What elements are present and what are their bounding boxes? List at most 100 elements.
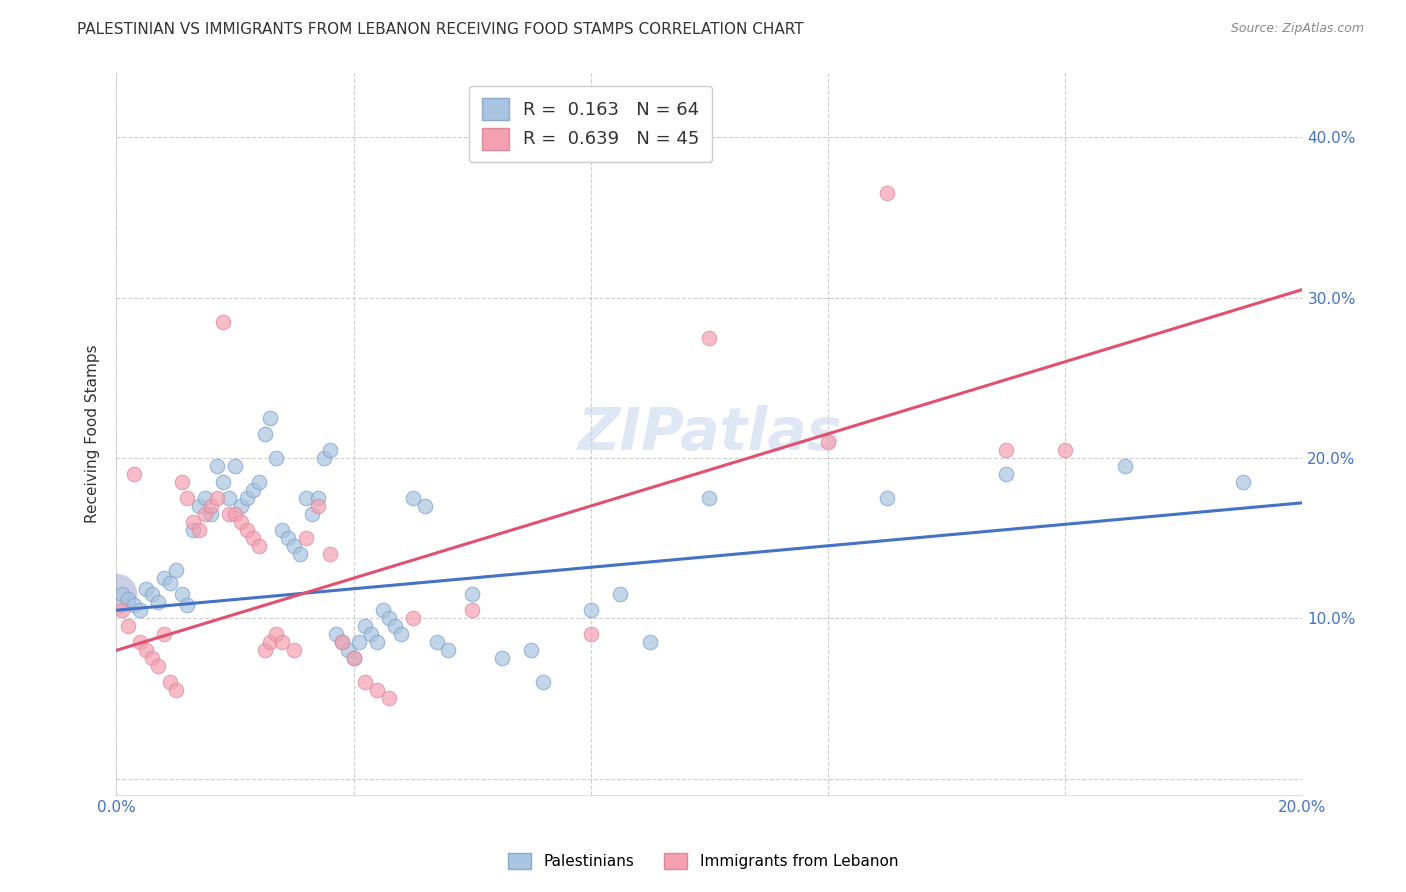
- Point: [384, 619, 406, 633]
- Point: [122, 599, 145, 613]
- Point: [295, 491, 318, 505]
- Point: [141, 587, 163, 601]
- Point: [259, 635, 281, 649]
- Point: [325, 627, 347, 641]
- Point: [378, 611, 401, 625]
- Point: [271, 635, 294, 649]
- Point: [425, 635, 447, 649]
- Point: [579, 603, 602, 617]
- Point: [295, 531, 318, 545]
- Y-axis label: Receiving Food Stamps: Receiving Food Stamps: [86, 344, 100, 523]
- Point: [491, 651, 513, 665]
- Point: [224, 458, 246, 473]
- Point: [159, 576, 181, 591]
- Point: [699, 330, 721, 344]
- Point: [373, 603, 395, 617]
- Point: [176, 599, 198, 613]
- Point: [122, 467, 145, 481]
- Point: [638, 635, 661, 649]
- Point: [194, 507, 217, 521]
- Point: [876, 186, 898, 201]
- Text: PALESTINIAN VS IMMIGRANTS FROM LEBANON RECEIVING FOOD STAMPS CORRELATION CHART: PALESTINIAN VS IMMIGRANTS FROM LEBANON R…: [77, 22, 804, 37]
- Point: [242, 483, 264, 497]
- Point: [218, 491, 240, 505]
- Point: [531, 675, 554, 690]
- Point: [283, 539, 305, 553]
- Legend: R =  0.163   N = 64, R =  0.639   N = 45: R = 0.163 N = 64, R = 0.639 N = 45: [470, 86, 713, 162]
- Point: [817, 434, 839, 449]
- Text: Source: ZipAtlas.com: Source: ZipAtlas.com: [1230, 22, 1364, 36]
- Point: [360, 627, 382, 641]
- Point: [354, 619, 377, 633]
- Point: [229, 499, 252, 513]
- Point: [200, 499, 222, 513]
- Point: [218, 507, 240, 521]
- Point: [402, 491, 425, 505]
- Point: [129, 603, 152, 617]
- Point: [183, 515, 205, 529]
- Point: [413, 499, 436, 513]
- Point: [205, 458, 228, 473]
- Point: [188, 523, 211, 537]
- Point: [330, 635, 353, 649]
- Point: [176, 491, 198, 505]
- Point: [1054, 442, 1077, 457]
- Point: [229, 515, 252, 529]
- Point: [461, 603, 484, 617]
- Point: [247, 539, 270, 553]
- Point: [183, 523, 205, 537]
- Point: [699, 491, 721, 505]
- Point: [609, 587, 631, 601]
- Point: [135, 643, 157, 657]
- Point: [389, 627, 412, 641]
- Point: [146, 595, 169, 609]
- Point: [224, 507, 246, 521]
- Point: [354, 675, 377, 690]
- Point: [170, 475, 193, 489]
- Point: [461, 587, 484, 601]
- Point: [307, 499, 329, 513]
- Legend: Palestinians, Immigrants from Lebanon: Palestinians, Immigrants from Lebanon: [502, 847, 904, 875]
- Point: [152, 571, 174, 585]
- Point: [288, 547, 311, 561]
- Point: [159, 675, 181, 690]
- Point: [259, 410, 281, 425]
- Point: [135, 582, 157, 597]
- Point: [165, 683, 187, 698]
- Point: [253, 643, 276, 657]
- Point: [170, 587, 193, 601]
- Point: [194, 491, 217, 505]
- Point: [188, 499, 211, 513]
- Point: [994, 467, 1017, 481]
- Text: ZIPatlas: ZIPatlas: [576, 405, 842, 462]
- Point: [146, 659, 169, 673]
- Point: [283, 643, 305, 657]
- Point: [117, 619, 139, 633]
- Point: [152, 627, 174, 641]
- Point: [1232, 475, 1254, 489]
- Point: [342, 651, 364, 665]
- Point: [266, 450, 288, 465]
- Point: [402, 611, 425, 625]
- Point: [876, 491, 898, 505]
- Point: [165, 563, 187, 577]
- Point: [212, 315, 235, 329]
- Point: [1114, 458, 1136, 473]
- Point: [141, 651, 163, 665]
- Point: [236, 523, 259, 537]
- Point: [111, 587, 134, 601]
- Point: [129, 635, 152, 649]
- Point: [366, 683, 388, 698]
- Point: [319, 442, 342, 457]
- Point: [342, 651, 364, 665]
- Point: [111, 603, 134, 617]
- Point: [378, 691, 401, 706]
- Point: [349, 635, 371, 649]
- Point: [277, 531, 299, 545]
- Point: [336, 643, 359, 657]
- Point: [330, 635, 353, 649]
- Point: [520, 643, 543, 657]
- Point: [117, 592, 139, 607]
- Point: [312, 450, 335, 465]
- Point: [242, 531, 264, 545]
